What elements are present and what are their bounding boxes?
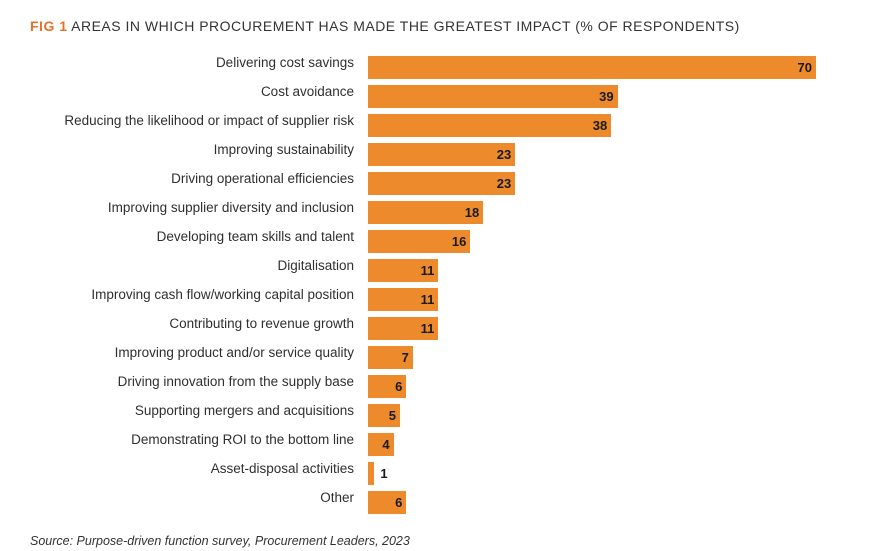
category-label: Asset-disposal activities <box>30 462 360 485</box>
category-label: Driving operational efficiencies <box>30 172 360 195</box>
bar-value: 1 <box>380 466 387 481</box>
source-citation: Source: Purpose-driven function survey, … <box>30 534 862 548</box>
bar-chart: Delivering cost savings 70 Cost avoidance 3… <box>30 56 862 520</box>
bar-value: 11 <box>421 321 435 336</box>
bar-value: 70 <box>798 60 812 75</box>
bar-cell: 70 <box>368 56 862 79</box>
bar-value: 23 <box>497 147 511 162</box>
bar-value: 18 <box>465 205 479 220</box>
bar: 70 <box>368 56 816 79</box>
bar <box>368 462 374 485</box>
bar-cell: 38 <box>368 114 862 137</box>
category-label: Improving supplier diversity and inclusi… <box>30 201 360 224</box>
bar-cell: 18 <box>368 201 862 224</box>
bar-value: 16 <box>452 234 466 249</box>
bar: 5 <box>368 404 400 427</box>
bar-cell: 11 <box>368 317 862 340</box>
category-label: Digitalisation <box>30 259 360 282</box>
bar: 39 <box>368 85 618 108</box>
bar-value: 7 <box>402 350 409 365</box>
bar: 23 <box>368 143 515 166</box>
bar: 11 <box>368 259 438 282</box>
category-label: Reducing the likelihood or impact of sup… <box>30 114 360 137</box>
category-label: Delivering cost savings <box>30 56 360 79</box>
bar: 11 <box>368 288 438 311</box>
bar: 4 <box>368 433 394 456</box>
category-label: Demonstrating ROI to the bottom line <box>30 433 360 456</box>
category-label: Other <box>30 491 360 514</box>
bar-value: 39 <box>599 89 613 104</box>
category-label: Improving cash flow/working capital posi… <box>30 288 360 311</box>
bar: 7 <box>368 346 413 369</box>
figure-title: FIG 1 AREAS IN WHICH PROCUREMENT HAS MAD… <box>30 18 862 34</box>
bar-cell: 11 <box>368 288 862 311</box>
bar-value: 11 <box>421 292 435 307</box>
bar-cell: 4 <box>368 433 862 456</box>
figure-container: FIG 1 AREAS IN WHICH PROCUREMENT HAS MAD… <box>0 0 892 551</box>
figure-title-text: AREAS IN WHICH PROCUREMENT HAS MADE THE … <box>71 18 740 34</box>
bar-cell: 5 <box>368 404 862 427</box>
bar-cell: 39 <box>368 85 862 108</box>
bar-value: 6 <box>395 379 402 394</box>
bar-value: 4 <box>382 437 389 452</box>
bar-value: 23 <box>497 176 511 191</box>
bar-cell: 16 <box>368 230 862 253</box>
bar: 6 <box>368 491 406 514</box>
category-label: Supporting mergers and acquisitions <box>30 404 360 427</box>
category-label: Developing team skills and talent <box>30 230 360 253</box>
bar-value: 38 <box>593 118 607 133</box>
category-label: Cost avoidance <box>30 85 360 108</box>
bar: 11 <box>368 317 438 340</box>
bar: 38 <box>368 114 611 137</box>
bar-cell: 23 <box>368 143 862 166</box>
bar-cell: 6 <box>368 375 862 398</box>
bar-cell: 6 <box>368 491 862 514</box>
bar-cell: 23 <box>368 172 862 195</box>
figure-number: FIG 1 <box>30 18 68 34</box>
bar: 18 <box>368 201 483 224</box>
category-label: Improving product and/or service quality <box>30 346 360 369</box>
category-label: Improving sustainability <box>30 143 360 166</box>
bar-value: 5 <box>389 408 396 423</box>
bar-cell: 7 <box>368 346 862 369</box>
bar: 23 <box>368 172 515 195</box>
category-label: Driving innovation from the supply base <box>30 375 360 398</box>
bar-value: 11 <box>421 263 435 278</box>
category-label: Contributing to revenue growth <box>30 317 360 340</box>
bar-cell: 11 <box>368 259 862 282</box>
bar-cell: 1 <box>368 462 862 485</box>
bar: 6 <box>368 375 406 398</box>
bar-value: 6 <box>395 495 402 510</box>
bar: 16 <box>368 230 470 253</box>
